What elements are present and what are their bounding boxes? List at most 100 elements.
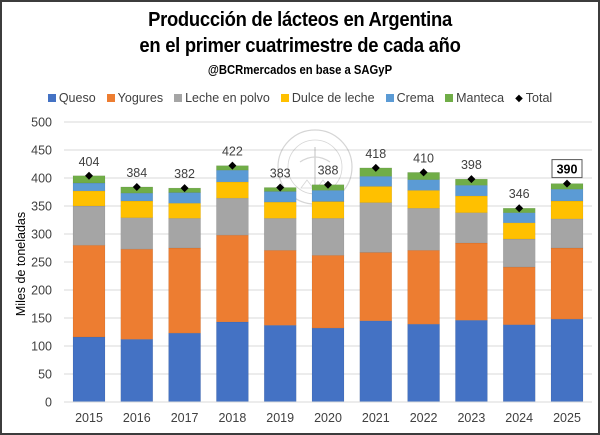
y-axis-label: Miles de toneladas — [14, 212, 28, 316]
y-tick-label: 250 — [31, 256, 52, 270]
legend-swatch — [47, 94, 56, 102]
legend-label: Manteca — [456, 91, 505, 105]
total-marker-2019 — [276, 183, 285, 192]
chart-subtitle: @BCRmercados en base a SAGyP — [207, 63, 393, 77]
legend: Queso Yogures Leche en polvo Dulce de leche… — [2, 91, 598, 105]
legend-label: Dulce de leche — [291, 91, 375, 105]
x-tick-label: 2025 — [553, 411, 581, 425]
bar-segment-yogures-2022 — [407, 249, 440, 325]
total-label-box — [551, 159, 583, 179]
total-marker-2016 — [132, 182, 141, 191]
bar-segment-leche-en-polvo-2022 — [407, 207, 440, 251]
legend-label: Crema — [396, 91, 435, 105]
bar-segment-crema-2015 — [72, 182, 106, 192]
bar-segment-leche-en-polvo-2019 — [263, 218, 297, 251]
bar-segment-crema-2022 — [407, 179, 440, 191]
total-data-label: 346 — [509, 187, 530, 201]
bar-segment-yogures-2015 — [72, 244, 106, 338]
x-tick-label: 2024 — [505, 411, 533, 425]
legend-item-crema: Crema — [385, 91, 435, 105]
y-tick-label: 500 — [31, 116, 52, 130]
bar-segment-leche-en-polvo-2024 — [502, 238, 536, 268]
legend-label: Leche en polvo — [185, 91, 270, 105]
bar-segment-yogures-2025 — [550, 247, 584, 320]
total-marker-2015 — [85, 171, 93, 180]
legend-swatch — [280, 94, 289, 102]
legend-swatch — [385, 94, 394, 102]
bar-segment-queso-2024 — [502, 324, 536, 403]
x-tick-label: 2022 — [410, 411, 438, 425]
chart-title: Producción de lácteos en Argentina — [148, 9, 452, 31]
bar-segment-queso-2019 — [263, 325, 297, 403]
bar-segment-queso-2023 — [455, 319, 488, 403]
legend-label: Queso — [58, 91, 96, 105]
bar-segment-dulce-de-leche-2022 — [407, 190, 440, 209]
total-data-label: 388 — [318, 164, 339, 178]
y-tick-label: 350 — [31, 200, 52, 214]
total-marker-2018 — [228, 161, 237, 170]
total-data-label: 390 — [557, 163, 578, 177]
bar-segment-queso-2022 — [407, 323, 440, 403]
bar-segment-dulce-de-leche-2020 — [311, 201, 345, 219]
x-tick-label: 2018 — [218, 411, 246, 425]
bar-segment-queso-2018 — [216, 321, 249, 403]
bar-segment-yogures-2019 — [263, 249, 297, 326]
bar-segment-crema-2021 — [359, 176, 393, 187]
x-tick-label: 2015 — [75, 411, 103, 425]
y-tick-label: 50 — [38, 368, 52, 382]
bar-segment-yogures-2023 — [455, 242, 488, 321]
legend-item-dulce-de-leche: Dulce de leche — [280, 91, 375, 105]
legend-swatch — [106, 94, 115, 102]
x-tick-label: 2019 — [266, 411, 294, 425]
y-tick-label: 200 — [31, 284, 52, 298]
bar-segment-leche-en-polvo-2021 — [359, 202, 393, 253]
y-tick-label: 400 — [31, 172, 52, 186]
total-marker-2022 — [419, 168, 428, 177]
legend-item-leche-en-polvo: Leche en polvo — [174, 91, 270, 105]
bar-segment-dulce-de-leche-2019 — [263, 201, 297, 219]
total-data-label: 398 — [461, 158, 482, 172]
bar-segment-leche-en-polvo-2025 — [550, 218, 584, 249]
bar-segment-dulce-de-leche-2015 — [72, 190, 106, 207]
bar-segment-yogures-2016 — [120, 248, 154, 340]
bar-segment-dulce-de-leche-2021 — [359, 186, 393, 203]
y-tick-label: 150 — [31, 312, 52, 326]
x-tick-label: 2020 — [314, 411, 342, 425]
bar-segment-dulce-de-leche-2017 — [168, 202, 201, 219]
legend-item-manteca: Manteca — [445, 91, 504, 105]
bar-segment-yogures-2020 — [311, 255, 345, 329]
legend-item-yogures: Yogures — [106, 91, 164, 105]
bar-segment-yogures-2021 — [359, 252, 393, 322]
bar-segment-dulce-de-leche-2023 — [455, 195, 488, 213]
total-marker-2017 — [180, 184, 189, 193]
legend-item-queso: Queso — [47, 91, 96, 105]
bar-segment-queso-2017 — [168, 332, 201, 403]
total-marker-2020 — [324, 180, 332, 189]
legend-swatch — [174, 94, 183, 102]
bar-segment-leche-en-polvo-2016 — [120, 217, 154, 250]
total-data-label: 384 — [126, 166, 147, 180]
bar-segment-queso-2025 — [550, 318, 584, 403]
legend-label: Total — [525, 91, 553, 105]
bar-segment-crema-2020 — [311, 190, 345, 202]
y-tick-label: 450 — [31, 144, 52, 158]
diamond-marker-icon: ◆ — [515, 92, 523, 104]
total-data-label: 410 — [413, 151, 434, 165]
total-data-label: 382 — [174, 167, 195, 181]
bar-segment-leche-en-polvo-2015 — [72, 205, 106, 246]
total-marker-2023 — [467, 175, 476, 184]
x-tick-label: 2017 — [171, 411, 199, 425]
chart-title-line2: en el primer cuatrimestre de cada año — [139, 35, 461, 57]
legend-swatch — [445, 94, 454, 102]
legend-label: Yogures — [117, 91, 164, 105]
legend-item-total: ◆ Total — [515, 91, 552, 105]
bar-segment-dulce-de-leche-2025 — [550, 200, 584, 220]
bar-segment-queso-2016 — [120, 339, 154, 403]
bar-segment-leche-en-polvo-2023 — [455, 212, 488, 244]
total-data-label: 422 — [222, 145, 243, 159]
total-marker-2025 — [563, 179, 571, 188]
y-tick-label: 100 — [31, 340, 52, 354]
bar-segment-crema-2018 — [216, 169, 249, 183]
bar-segment-crema-2017 — [168, 192, 201, 204]
